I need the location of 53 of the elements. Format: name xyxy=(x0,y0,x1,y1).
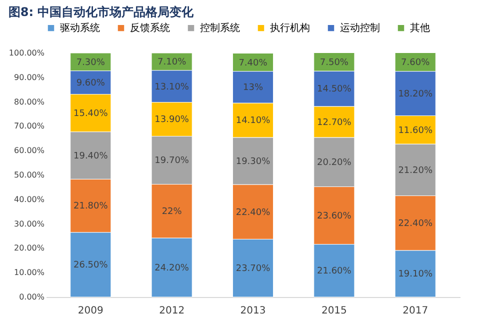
data-label: 24.20% xyxy=(154,263,190,274)
data-label: 23.60% xyxy=(317,212,352,222)
data-label: 12.70% xyxy=(317,118,352,128)
data-label: 18.20% xyxy=(398,90,433,100)
legend-label: 驱动系统 xyxy=(60,22,100,34)
y-tick-label: 90.00% xyxy=(14,72,45,82)
data-label: 22.40% xyxy=(236,208,271,218)
data-label: 19.30% xyxy=(236,156,271,167)
legend-label: 其他 xyxy=(410,22,430,34)
data-label: 13.10% xyxy=(154,82,190,92)
data-label: 7.10% xyxy=(158,58,187,68)
legend-label: 执行机构 xyxy=(270,22,310,34)
data-label: 14.50% xyxy=(317,84,352,95)
x-tick-label: 2015 xyxy=(321,306,347,316)
data-label: 19.40% xyxy=(73,151,108,162)
y-tick-label: 60.00% xyxy=(14,146,45,156)
x-tick-label: 2017 xyxy=(402,306,428,316)
y-tick-label: 0.00% xyxy=(19,292,45,302)
data-label: 21.80% xyxy=(73,202,108,212)
data-label: 13% xyxy=(242,83,264,94)
data-label: 26.50% xyxy=(73,260,108,271)
data-label: 7.40% xyxy=(238,58,268,68)
data-label: 11.60% xyxy=(398,126,433,136)
data-label: 21.20% xyxy=(398,166,433,176)
y-tick-label: 70.00% xyxy=(14,122,45,131)
x-tick-label: 2009 xyxy=(78,306,104,316)
x-tick-label: 2012 xyxy=(159,306,185,316)
data-label: 7.60% xyxy=(401,58,430,68)
data-label: 13.90% xyxy=(154,115,190,126)
data-label: 23.70% xyxy=(236,264,271,274)
y-tick-label: 20.00% xyxy=(14,244,45,253)
data-label: 7.30% xyxy=(76,58,106,68)
y-tick-label: 80.00% xyxy=(14,97,45,106)
y-tick-label: 100.00% xyxy=(8,48,45,58)
x-tick-label: 2013 xyxy=(240,306,266,316)
data-label: 19.70% xyxy=(154,156,190,166)
data-label: 22% xyxy=(162,207,182,218)
y-tick-label: 50.00% xyxy=(14,170,45,180)
data-label: 15.40% xyxy=(73,109,108,120)
data-label: 19.10% xyxy=(398,270,433,280)
y-tick-label: 10.00% xyxy=(14,268,45,278)
data-label: 7.50% xyxy=(320,58,349,68)
y-tick-label: 40.00% xyxy=(14,194,45,204)
legend-label: 运动控制 xyxy=(340,22,380,34)
legend-label: 控制系统 xyxy=(200,22,240,34)
data-label: 9.60% xyxy=(76,78,106,89)
data-label: 22.40% xyxy=(398,219,433,230)
chart-title: 图8: 中国自动化市场产品格局变化 xyxy=(8,5,195,19)
data-label: 21.60% xyxy=(317,266,352,277)
y-tick-label: 30.00% xyxy=(14,219,45,228)
legend-label: 反馈系统 xyxy=(130,22,170,34)
data-label: 14.10% xyxy=(236,116,271,126)
data-label: 20.20% xyxy=(317,158,352,168)
